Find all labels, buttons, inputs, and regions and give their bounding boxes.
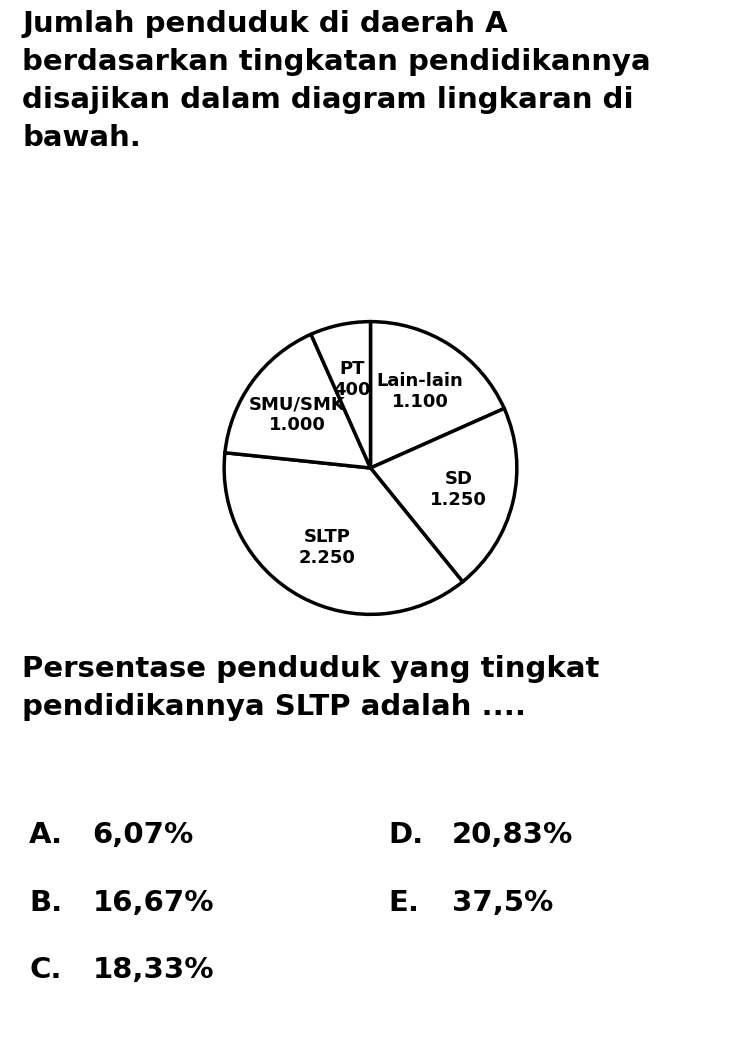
Text: E.: E. <box>388 889 419 916</box>
Text: SMU/SMK
1.000: SMU/SMK 1.000 <box>249 395 345 434</box>
Text: A.: A. <box>30 822 64 850</box>
Text: B.: B. <box>30 889 62 916</box>
Text: Persentase penduduk yang tingkat
pendidikannya SLTP adalah ....: Persentase penduduk yang tingkat pendidi… <box>22 655 599 721</box>
Text: 6,07%: 6,07% <box>93 822 194 850</box>
Text: SLTP
2.250: SLTP 2.250 <box>299 528 356 567</box>
Wedge shape <box>311 321 370 468</box>
Text: Jumlah penduduk di daerah A
berdasarkan tingkatan pendidikannya
disajikan dalam : Jumlah penduduk di daerah A berdasarkan … <box>22 10 651 152</box>
Text: PT
400: PT 400 <box>333 360 370 398</box>
Wedge shape <box>370 321 504 468</box>
Text: 16,67%: 16,67% <box>93 889 214 916</box>
Text: C.: C. <box>30 956 62 984</box>
Text: D.: D. <box>388 822 424 850</box>
Text: 20,83%: 20,83% <box>451 822 573 850</box>
Text: SD
1.250: SD 1.250 <box>431 470 487 509</box>
Wedge shape <box>370 409 517 581</box>
Text: Lain-lain
1.100: Lain-lain 1.100 <box>376 372 463 411</box>
Text: 37,5%: 37,5% <box>451 889 553 916</box>
Text: 18,33%: 18,33% <box>93 956 214 984</box>
Wedge shape <box>225 334 370 468</box>
Wedge shape <box>224 452 462 615</box>
